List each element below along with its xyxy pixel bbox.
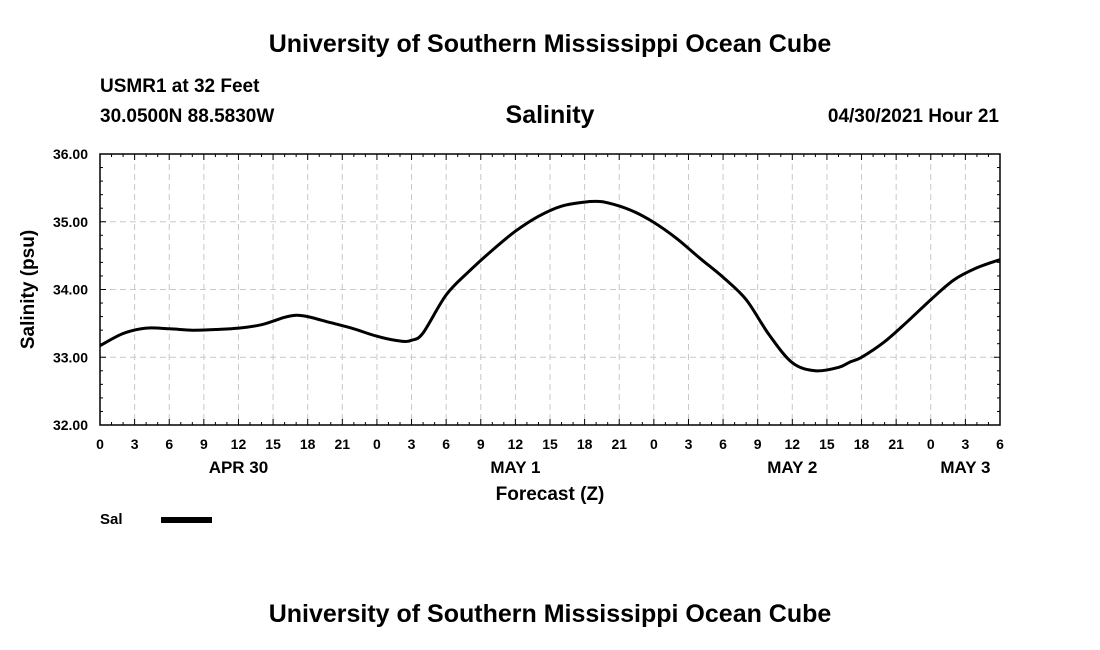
y-tick-label: 36.00 [53, 146, 88, 162]
x-tick-label: 0 [927, 436, 935, 452]
x-tick-label: 18 [577, 436, 593, 452]
plot-frame [99, 153, 1001, 426]
x-tick-label: 9 [754, 436, 762, 452]
date-label: MAY 2 [767, 458, 817, 477]
x-tick-label: 9 [200, 436, 208, 452]
x-tick-label: 12 [231, 436, 247, 452]
x-tick-label: 6 [442, 436, 450, 452]
date-label: APR 30 [209, 458, 269, 477]
x-tick-label: 3 [685, 436, 693, 452]
x-tick-label: 9 [477, 436, 485, 452]
coordinates-label: 30.0500N 88.5830W [100, 106, 275, 127]
forecast-datetime: 04/30/2021 Hour 21 [827, 106, 999, 127]
station-label: USMR1 at 32 Feet [100, 76, 260, 97]
date-label: MAY 3 [940, 458, 990, 477]
y-tick-label: 35.00 [53, 214, 88, 230]
series-line-sal [99, 199, 1001, 373]
x-tick-label: 0 [96, 436, 104, 452]
page-title-bottom: University of Southern Mississippi Ocean… [268, 600, 832, 628]
x-tick-label: 6 [719, 436, 727, 452]
date-label: MAY 1 [490, 458, 540, 477]
x-tick-label: 18 [854, 436, 870, 452]
page-title-top: University of Southern Mississippi Ocean… [268, 30, 832, 58]
x-tick-label: 3 [131, 436, 139, 452]
y-tick-label: 32.00 [53, 417, 88, 433]
x-tick-label: 0 [373, 436, 381, 452]
x-tick-label: 18 [300, 436, 316, 452]
x-tick-label: 6 [165, 436, 173, 452]
x-tick-label: 21 [888, 436, 904, 452]
x-tick-label: 15 [542, 436, 558, 452]
x-tick-label: 12 [508, 436, 524, 452]
y-tick-label: 33.00 [53, 349, 88, 365]
y-axis-label: Salinity (psu) [18, 230, 39, 349]
x-tick-label: 15 [819, 436, 835, 452]
x-tick-label: 15 [265, 436, 281, 452]
y-tick-label: 34.00 [53, 282, 88, 298]
legend-label: Sal [100, 511, 123, 528]
x-tick-label: 3 [961, 436, 969, 452]
x-tick-label: 3 [408, 436, 416, 452]
x-tick-label: 21 [611, 436, 627, 452]
x-tick-label: 6 [996, 436, 1004, 452]
x-tick-label: 12 [785, 436, 801, 452]
x-tick-label: 0 [650, 436, 658, 452]
x-axis-label: Forecast (Z) [496, 484, 605, 505]
chart-title: Salinity [505, 101, 595, 129]
x-tick-label: 21 [335, 436, 351, 452]
